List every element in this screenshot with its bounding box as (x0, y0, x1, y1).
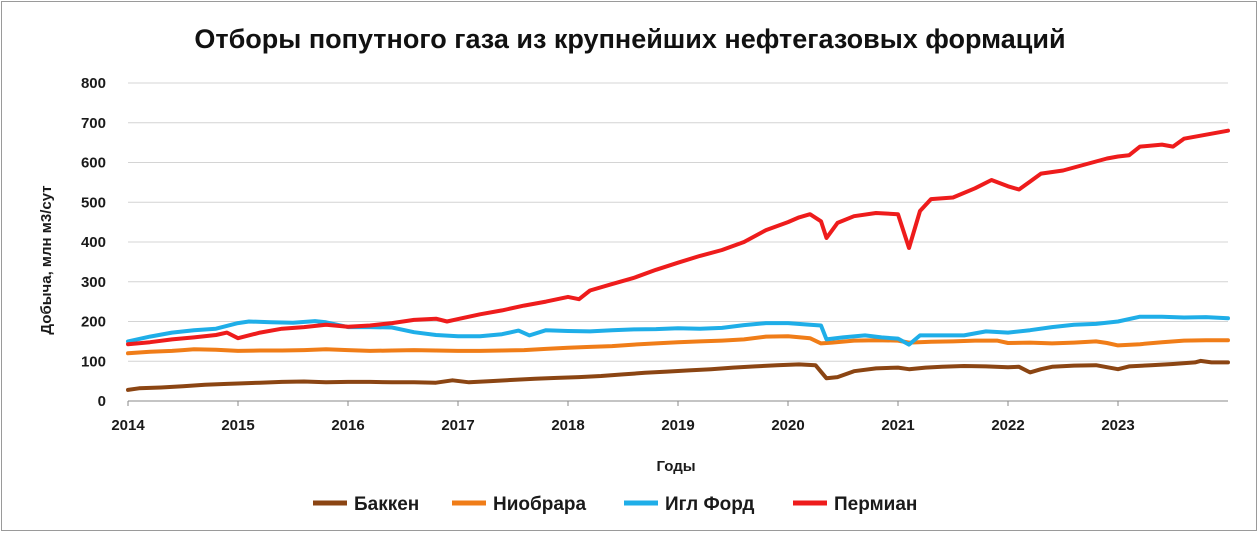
x-axis-label: Годы (656, 458, 695, 475)
x-tick-label: 2018 (551, 417, 584, 434)
series-line-3 (126, 314, 1230, 347)
series-lines (126, 128, 1230, 392)
x-axis-ticks: 2014 2015 2016 2017 2018 2019 2020 2021 2022 2023 (111, 401, 1135, 434)
y-tick-label: 800 (81, 75, 106, 92)
legend-label-2: Ниобрара (493, 494, 587, 515)
x-tick-label: 2019 (661, 417, 694, 434)
legend-label-4: Пермиан (834, 494, 917, 515)
x-tick-label: 2016 (331, 417, 364, 434)
legend-label-1: Баккен (354, 494, 419, 515)
y-tick-label: 500 (81, 194, 106, 211)
series-line-4 (126, 128, 1230, 347)
x-tick-label: 2022 (991, 417, 1024, 434)
gridlines (128, 82, 1228, 362)
x-tick-label: 2020 (771, 417, 804, 434)
y-axis-label: Добыча, млн м3/сут (38, 185, 55, 334)
series-line-1 (126, 358, 1230, 392)
series-line-2 (126, 334, 1230, 356)
x-tick-label: 2015 (221, 417, 254, 434)
chart-title: Отборы попутного газа из крупнейших нефт… (194, 24, 1065, 54)
y-tick-label: 400 (81, 234, 106, 251)
y-tick-label: 0 (98, 393, 106, 410)
y-tick-label: 300 (81, 274, 106, 291)
legend: Баккен Ниобрара Игл Форд Пермиан (313, 494, 917, 515)
legend-label-3: Игл Форд (665, 494, 754, 515)
x-tick-label: 2014 (111, 417, 145, 434)
y-axis-ticks: 0 100 200 300 400 500 600 700 800 (81, 75, 106, 410)
x-tick-label: 2023 (1101, 417, 1134, 434)
y-tick-label: 600 (81, 155, 106, 172)
x-tick-label: 2017 (441, 417, 474, 434)
y-tick-label: 100 (81, 353, 106, 370)
x-tick-label: 2021 (881, 417, 914, 434)
y-tick-label: 700 (81, 115, 106, 132)
y-tick-label: 200 (81, 314, 106, 331)
